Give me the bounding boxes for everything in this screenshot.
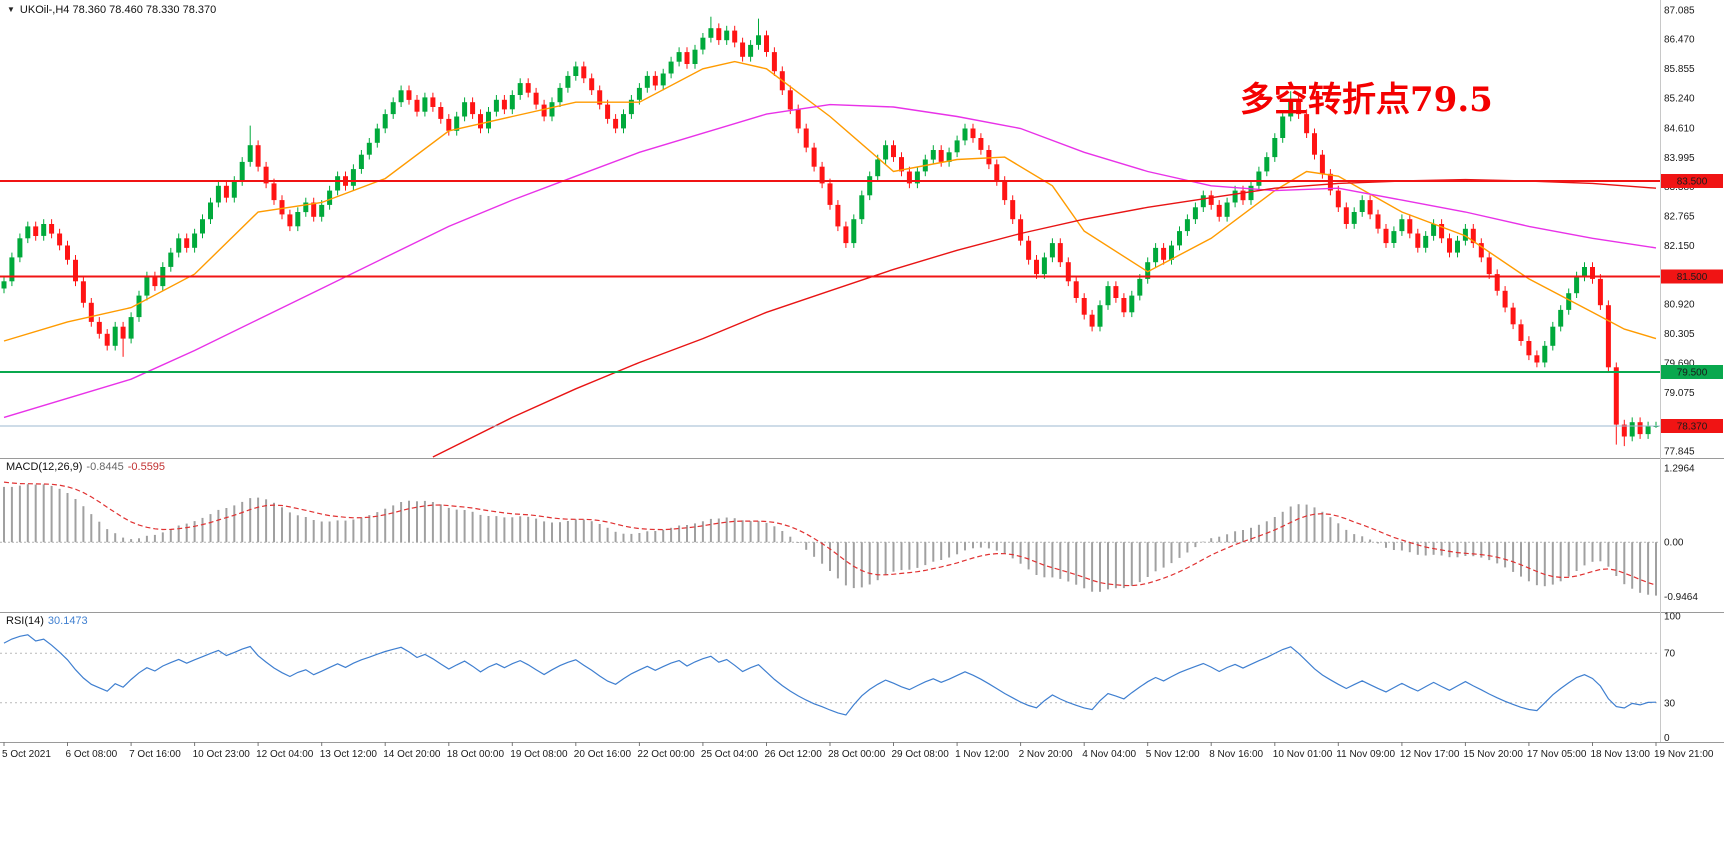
svg-text:12 Oct 04:00: 12 Oct 04:00: [256, 749, 314, 760]
svg-text:15 Nov 20:00: 15 Nov 20:00: [1463, 749, 1523, 760]
svg-text:20 Oct 16:00: 20 Oct 16:00: [574, 749, 632, 760]
svg-text:5 Nov 12:00: 5 Nov 12:00: [1146, 749, 1200, 760]
svg-text:1 Nov 12:00: 1 Nov 12:00: [955, 749, 1009, 760]
svg-text:12 Nov 17:00: 12 Nov 17:00: [1400, 749, 1460, 760]
svg-text:85.855: 85.855: [1664, 64, 1695, 75]
rsi-indicator-label: RSI(14) 30.1473: [6, 615, 92, 627]
svg-text:-0.9464: -0.9464: [1664, 592, 1698, 603]
svg-text:10 Oct 23:00: 10 Oct 23:00: [193, 749, 251, 760]
macd-indicator-label: MACD(12,26,9) -0.8445 -0.5595: [6, 461, 169, 473]
macd-value-signal: -0.5595: [127, 461, 166, 473]
svg-text:77.845: 77.845: [1664, 447, 1695, 458]
svg-text:79.690: 79.690: [1664, 358, 1695, 369]
svg-text:19 Nov 21:00: 19 Nov 21:00: [1654, 749, 1714, 760]
svg-text:18 Nov 13:00: 18 Nov 13:00: [1591, 749, 1651, 760]
symbol-ohlc-readout: ▼ UKOil-,H4 78.360 78.460 78.330 78.370: [7, 4, 216, 16]
macd-histogram: [3, 484, 1657, 596]
rsi-name: RSI(14): [6, 615, 44, 627]
time-axis: 5 Oct 2021 6 Oct 08:00 7 Oct 16:00 10 Oct 2…: [2, 742, 1714, 760]
symbol-ohlc-text: UKOil-,H4 78.360 78.460 78.330 78.370: [19, 4, 217, 16]
svg-text:11 Nov 09:00: 11 Nov 09:00: [1336, 749, 1395, 760]
svg-text:5 Oct 2021: 5 Oct 2021: [2, 749, 51, 760]
svg-text:28 Oct 00:00: 28 Oct 00:00: [828, 749, 886, 760]
chart-annotation-text: 多空转折点79.5: [1240, 80, 1493, 120]
symbol-dropdown-icon[interactable]: ▼: [7, 5, 15, 14]
rsi-value: 30.1473: [47, 615, 88, 627]
svg-text:79.075: 79.075: [1664, 388, 1695, 399]
svg-text:13 Oct 12:00: 13 Oct 12:00: [320, 749, 378, 760]
svg-text:26 Oct 12:00: 26 Oct 12:00: [765, 749, 823, 760]
svg-text:6 Oct 08:00: 6 Oct 08:00: [66, 749, 118, 760]
svg-text:10 Nov 01:00: 10 Nov 01:00: [1273, 749, 1333, 760]
price-tag-81.500: [1661, 269, 1723, 284]
price-tag-78.370: [1661, 419, 1723, 433]
svg-text:7 Oct 16:00: 7 Oct 16:00: [129, 749, 181, 760]
rsi-line: [3, 634, 1657, 716]
svg-text:0: 0: [1664, 733, 1670, 744]
macd-signal-line: [3, 481, 1657, 587]
macd-value-main: -0.8445: [86, 461, 124, 473]
svg-text:82.150: 82.150: [1664, 241, 1695, 252]
svg-text:2 Nov 20:00: 2 Nov 20:00: [1019, 749, 1073, 760]
svg-text:78.370: 78.370: [1677, 422, 1708, 433]
svg-text:80.920: 80.920: [1664, 300, 1695, 311]
ma-slow-red: [432, 178, 1657, 458]
ma-mid-magenta: [3, 103, 1657, 419]
svg-text:4 Nov 04:00: 4 Nov 04:00: [1082, 749, 1136, 760]
svg-text:17 Nov 05:00: 17 Nov 05:00: [1527, 749, 1587, 760]
svg-text:18 Oct 00:00: 18 Oct 00:00: [447, 749, 505, 760]
svg-text:79.500: 79.500: [1677, 368, 1708, 379]
svg-text:81.500: 81.500: [1677, 272, 1708, 283]
svg-text:1.2964: 1.2964: [1664, 463, 1695, 474]
svg-text:30: 30: [1664, 698, 1676, 709]
svg-text:85.240: 85.240: [1664, 93, 1695, 104]
svg-text:83.500: 83.500: [1677, 177, 1708, 188]
svg-text:8 Nov 16:00: 8 Nov 16:00: [1209, 749, 1263, 760]
price-tag-79.500: [1661, 365, 1723, 379]
svg-text:14 Oct 20:00: 14 Oct 20:00: [383, 749, 441, 760]
svg-text:84.610: 84.610: [1664, 123, 1695, 134]
svg-text:70: 70: [1664, 649, 1676, 660]
price-tag-83.500: [1661, 174, 1723, 188]
svg-text:0.00: 0.00: [1664, 538, 1684, 549]
svg-text:22 Oct 00:00: 22 Oct 00:00: [637, 749, 695, 760]
svg-text:29 Oct 08:00: 29 Oct 08:00: [892, 749, 950, 760]
svg-text:19 Oct 08:00: 19 Oct 08:00: [510, 749, 568, 760]
svg-text:82.765: 82.765: [1664, 212, 1695, 223]
svg-text:86.470: 86.470: [1664, 35, 1695, 46]
candlestick-series: [1, 16, 1659, 447]
svg-text:80.305: 80.305: [1664, 329, 1695, 340]
svg-text:25 Oct 04:00: 25 Oct 04:00: [701, 749, 759, 760]
price-axis: 87.08586.47085.85585.24084.61083.99583.3…: [1664, 5, 1698, 744]
svg-text:87.085: 87.085: [1664, 5, 1695, 16]
svg-text:83.995: 83.995: [1664, 153, 1695, 164]
svg-text:100: 100: [1664, 612, 1681, 623]
macd-name: MACD(12,26,9): [6, 461, 83, 473]
ma-fast-orange: [3, 60, 1657, 342]
